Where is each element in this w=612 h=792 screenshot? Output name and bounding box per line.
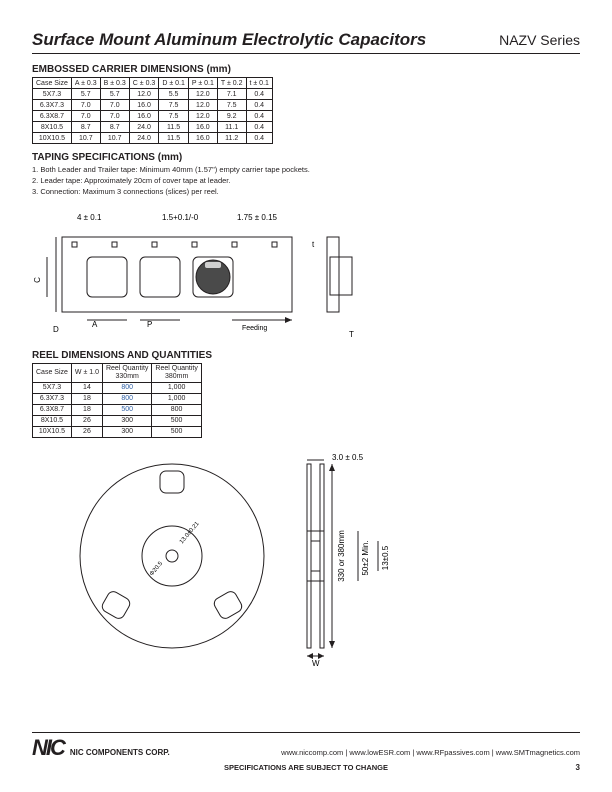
tbl3-header: W ± 1.0 [71, 364, 102, 382]
section1-title: EMBOSSED CARRIER DIMENSIONS (mm) [32, 64, 580, 75]
tbl1-header: T ± 0.2 [217, 78, 246, 89]
dim-t-small: t [312, 240, 315, 249]
embossed-table: Case SizeA ± 0.3B ± 0.3C ± 0.3D ± 0.1P ±… [32, 77, 273, 144]
reel-svg: 13.0±0.21 Φ20.5 330 or 380mm 50±2 Min. 1… [32, 446, 462, 666]
series-name: NAZV Series [499, 32, 580, 48]
table-row: 8X10.58.78.724.011.516.011.10.4 [33, 122, 273, 133]
dim-4: 4 ± 0.1 [77, 213, 102, 222]
hub-b: Φ20.5 [149, 560, 165, 577]
reel-thickness: 3.0 ± 0.5 [332, 453, 364, 462]
page-title: Surface Mount Aluminum Electrolytic Capa… [32, 30, 426, 50]
dim-1-5: 1.5+0.1/-0 [162, 213, 199, 222]
tbl3-header: Reel Quantity380mm [152, 364, 201, 382]
dim-c-side: C [33, 277, 42, 283]
reel-diameter: 330 or 380mm [337, 530, 346, 582]
tape-svg: 4 ± 0.1 1.5+0.1/-0 1.75 ± 0.15 t C D Fee… [32, 202, 392, 342]
page-footer: NIC NIC COMPONENTS CORP. www.niccomp.com… [0, 732, 612, 772]
table-row: 10X10.510.710.724.011.516.011.20.4 [33, 133, 273, 144]
dim-a: A [92, 320, 98, 329]
section3-title: REEL DIMENSIONS AND QUANTITIES [32, 350, 580, 361]
corp-name: NIC COMPONENTS CORP. [70, 748, 170, 757]
reel-diagram: 13.0±0.21 Φ20.5 330 or 380mm 50±2 Min. 1… [32, 446, 580, 666]
tbl3-header: Reel Quantity330mm [102, 364, 151, 382]
page-number: 3 [576, 763, 580, 772]
carrier-tape-diagram: 4 ± 0.1 1.5+0.1/-0 1.75 ± 0.15 t C D Fee… [32, 202, 580, 342]
footer-disclaimer: SPECIFICATIONS ARE SUBJECT TO CHANGE [32, 763, 580, 772]
tbl3-header: Case Size [33, 364, 72, 382]
tbl1-header: D ± 0.1 [159, 78, 189, 89]
tbl1-header: C ± 0.3 [129, 78, 159, 89]
tbl1-header: Case Size [33, 78, 72, 89]
table-row: 8X10.526300500 [33, 415, 202, 426]
section2-title: TAPING SPECIFICATIONS (mm) [32, 152, 580, 163]
tbl1-header: B ± 0.3 [100, 78, 129, 89]
reel-502: 50±2 Min. [361, 540, 370, 575]
table-row: 5X7.3148001,000 [33, 382, 202, 393]
logo: NIC [32, 735, 64, 761]
header-bar: Surface Mount Aluminum Electrolytic Capa… [32, 30, 580, 54]
dim-p: P [147, 320, 152, 329]
tbl1-header: t ± 0.1 [246, 78, 272, 89]
reel-table: Case SizeW ± 1.0Reel Quantity330mmReel Q… [32, 363, 202, 437]
table-row: 5X7.35.75.712.05.512.07.10.4 [33, 89, 273, 100]
tbl1-header: P ± 0.1 [188, 78, 217, 89]
feeding-label: Feeding [242, 325, 267, 332]
reel-13: 13±0.5 [381, 545, 390, 570]
taping-notes: 1. Both Leader and Trailer tape: Minimum… [32, 165, 580, 196]
note-line: 3. Connection: Maximum 3 connections (sl… [32, 187, 580, 197]
dim-T: T [349, 330, 354, 339]
table-row: 6.3X8.718500800 [33, 404, 202, 415]
note-line: 2. Leader tape: Approximately 20cm of co… [32, 176, 580, 186]
note-line: 1. Both Leader and Trailer tape: Minimum… [32, 165, 580, 175]
dim-d-side: D [53, 325, 59, 334]
dim-1-75: 1.75 ± 0.15 [237, 213, 278, 222]
footer-links: www.niccomp.com | www.lowESR.com | www.R… [281, 748, 580, 757]
table-row: 6.3X7.3188001,000 [33, 393, 202, 404]
table-row: 6.3X8.77.07.016.07.512.09.20.4 [33, 111, 273, 122]
tbl1-header: A ± 0.3 [71, 78, 100, 89]
table-row: 6.3X7.37.07.016.07.512.07.50.4 [33, 100, 273, 111]
reel-w: W [312, 659, 320, 666]
table-row: 10X10.526300500 [33, 426, 202, 437]
